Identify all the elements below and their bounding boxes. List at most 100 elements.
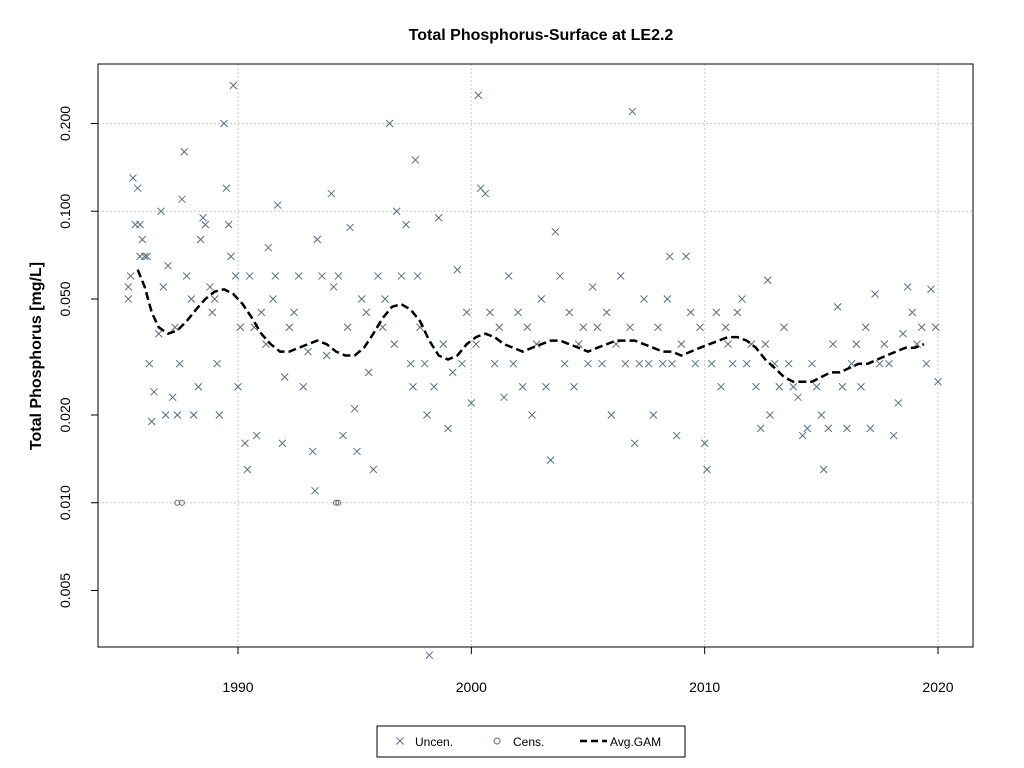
uncen-point <box>462 308 471 317</box>
uncen-point <box>257 308 266 317</box>
uncen-point <box>504 272 513 280</box>
plot-frame <box>97 63 974 648</box>
uncen-point <box>738 295 746 303</box>
uncen-point <box>409 382 417 391</box>
uncen-point <box>917 323 926 332</box>
uncen-point <box>430 382 438 391</box>
y-axis-label: Total Phosphorus [mg/L] <box>28 262 45 450</box>
uncen-point <box>136 220 144 229</box>
uncen-point <box>392 207 401 216</box>
uncen-point <box>164 261 172 270</box>
uncen-point <box>616 272 625 280</box>
uncen-point <box>686 308 695 317</box>
uncen-point <box>588 283 597 291</box>
legend-uncen-icon <box>396 737 404 745</box>
uncen-point <box>385 119 394 128</box>
uncen-point <box>934 377 942 386</box>
uncen-point <box>290 308 298 317</box>
uncen-point <box>889 431 898 440</box>
uncen-point <box>875 359 884 368</box>
uncen-point <box>871 290 879 298</box>
uncen-point <box>703 465 711 474</box>
uncen-point <box>812 382 821 391</box>
x-tick-label: 1990 <box>222 679 253 695</box>
uncen-point <box>551 227 560 236</box>
uncen-point <box>927 285 935 294</box>
uncen-point <box>775 382 784 391</box>
uncen-point <box>147 417 156 426</box>
uncen-point <box>780 323 788 332</box>
uncen-point <box>346 223 354 232</box>
uncen-point <box>789 382 798 391</box>
uncen-point <box>196 235 205 244</box>
uncen-point <box>712 308 721 317</box>
uncen-point <box>178 195 186 204</box>
uncen-point <box>829 340 837 349</box>
uncen-point <box>390 340 399 349</box>
uncen-point <box>523 323 532 332</box>
uncen-point <box>322 351 331 360</box>
uncen-point <box>339 431 347 440</box>
chart-title: Total Phosphorus-Surface at LE2.2 <box>409 27 674 44</box>
uncen-point <box>201 220 210 229</box>
uncen-point <box>411 156 420 164</box>
uncen-point <box>423 411 431 419</box>
uncen-point <box>313 235 322 244</box>
uncen-point <box>161 411 170 419</box>
uncen-point <box>763 276 772 285</box>
uncen-point <box>635 359 644 368</box>
uncen-point <box>798 431 807 440</box>
uncen-point <box>180 147 189 156</box>
uncen-point <box>644 359 653 368</box>
y-tick-label: 0.020 <box>57 397 73 432</box>
uncen-point <box>278 439 287 448</box>
uncen-point <box>908 308 917 317</box>
uncen-point <box>885 359 893 368</box>
uncen-point <box>133 184 142 193</box>
uncen-point <box>626 323 634 332</box>
uncen-point <box>579 323 588 332</box>
uncen-point <box>252 431 261 440</box>
uncen-point <box>294 272 303 280</box>
uncen-point <box>843 424 851 433</box>
uncen-point <box>658 359 667 368</box>
uncen-point <box>707 359 716 368</box>
uncen-point <box>285 323 294 332</box>
uncen-point <box>406 359 415 368</box>
uncen-point <box>220 119 228 128</box>
uncen-point <box>458 359 466 368</box>
uncen-point <box>159 283 168 291</box>
legend-box <box>376 725 686 758</box>
uncen-point <box>467 399 476 407</box>
uncen-point <box>222 184 231 193</box>
uncen-point <box>273 201 282 209</box>
uncen-point <box>672 431 681 440</box>
uncen-point <box>847 359 856 368</box>
uncen-point <box>236 323 245 332</box>
uncen-point <box>124 283 133 291</box>
uncen-point <box>280 373 289 381</box>
uncen-point <box>353 447 361 456</box>
uncen-point <box>514 308 522 317</box>
uncen-point <box>565 308 574 317</box>
uncen-point <box>453 265 462 274</box>
uncen-point <box>700 439 709 448</box>
uncen-point <box>171 323 179 332</box>
uncen-point <box>861 323 870 332</box>
data-points <box>124 81 942 660</box>
y-tick-label: 0.200 <box>57 106 73 141</box>
uncen-point <box>129 174 137 182</box>
uncen-point <box>570 382 578 391</box>
uncen-point <box>304 347 312 356</box>
gam-line-layer <box>136 269 925 384</box>
uncen-point <box>474 91 483 100</box>
uncen-point <box>903 283 912 291</box>
uncen-point <box>157 207 165 216</box>
uncen-point <box>495 323 504 332</box>
uncen-point <box>808 359 816 368</box>
uncen-point <box>425 651 434 660</box>
legend-cens-label: Cens. <box>513 735 544 749</box>
uncen-point <box>189 411 198 419</box>
uncen-point <box>682 252 690 261</box>
uncen-point <box>803 424 812 433</box>
